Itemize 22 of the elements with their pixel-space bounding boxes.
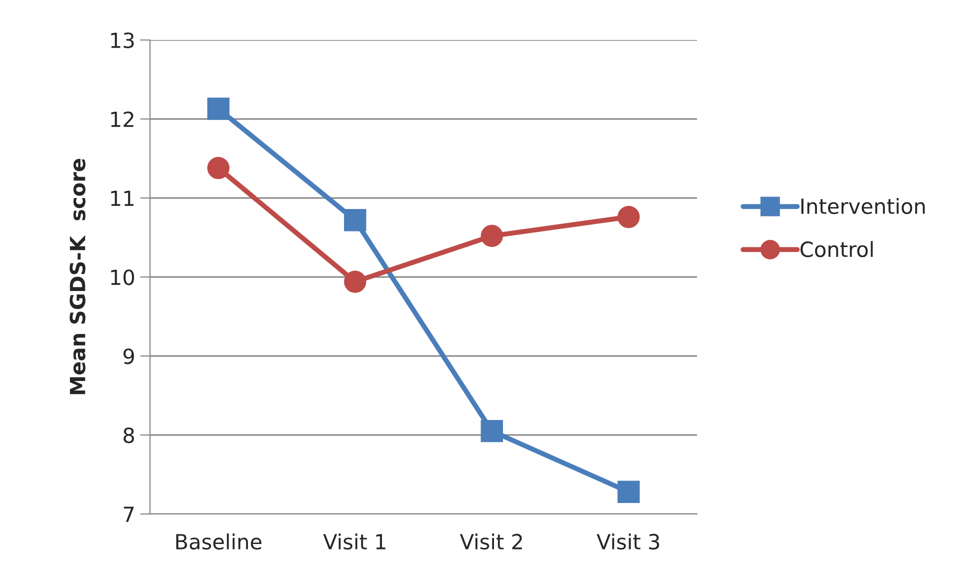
legend-label: Intervention [801, 198, 925, 214]
y-tick-label: 12 [111, 111, 134, 127]
point [618, 480, 640, 503]
point [207, 156, 230, 180]
point [480, 224, 503, 248]
point [480, 420, 503, 442]
y-tick-label: 8 [124, 427, 134, 444]
y-axis-title: Mean SGDS-K score [70, 158, 86, 394]
point [344, 270, 366, 293]
point [207, 98, 230, 120]
x-tick-label: Baseline [176, 533, 262, 550]
point [618, 206, 640, 228]
y-tick-label: 10 [111, 269, 134, 286]
y-tick-label: 7 [124, 506, 134, 522]
x-tick-label: Visit 3 [596, 533, 660, 550]
point [344, 209, 366, 232]
x-tick-label: Visit 1 [323, 533, 386, 550]
y-tick-label: 11 [111, 190, 134, 206]
x-tick-label: Visit 2 [460, 533, 522, 550]
legend-label: Control [800, 241, 873, 258]
y-tick-label: 9 [123, 348, 134, 364]
y-tick-label: 13 [111, 32, 134, 48]
